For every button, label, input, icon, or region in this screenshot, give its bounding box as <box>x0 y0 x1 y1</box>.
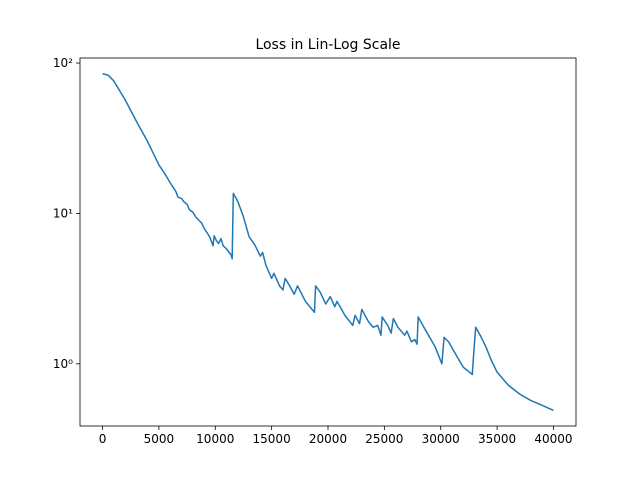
loss-line <box>102 72 554 412</box>
x-tick-label: 25000 <box>365 432 403 446</box>
x-tick-label: 15000 <box>253 432 291 446</box>
x-tick-label: 40000 <box>534 432 572 446</box>
y-tick-label: 10¹ <box>53 206 73 220</box>
x-tick-label: 0 <box>99 432 107 446</box>
x-tick-label: 20000 <box>309 432 347 446</box>
x-tick-label: 35000 <box>478 432 516 446</box>
x-tick-label: 30000 <box>422 432 460 446</box>
y-tick-label: 10² <box>53 56 73 70</box>
plot-frame <box>79 57 577 427</box>
x-tick-label: 10000 <box>196 432 234 446</box>
x-tick-label: 5000 <box>144 432 175 446</box>
y-tick-label: 10⁰ <box>53 357 73 371</box>
chart-title: Loss in Lin-Log Scale <box>255 37 400 53</box>
